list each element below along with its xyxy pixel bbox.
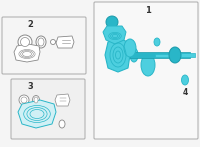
Ellipse shape bbox=[36, 36, 46, 48]
Ellipse shape bbox=[38, 38, 44, 46]
FancyBboxPatch shape bbox=[11, 79, 85, 139]
FancyBboxPatch shape bbox=[94, 2, 198, 139]
Ellipse shape bbox=[18, 35, 32, 49]
Polygon shape bbox=[105, 38, 130, 72]
Polygon shape bbox=[103, 26, 126, 44]
Text: 1: 1 bbox=[145, 5, 151, 15]
Polygon shape bbox=[18, 100, 56, 128]
Bar bbox=[130, 52, 190, 58]
Text: 2: 2 bbox=[27, 20, 33, 29]
Ellipse shape bbox=[19, 95, 29, 105]
Ellipse shape bbox=[182, 75, 188, 85]
Ellipse shape bbox=[32, 96, 40, 105]
Ellipse shape bbox=[21, 97, 27, 103]
Polygon shape bbox=[14, 44, 40, 62]
Ellipse shape bbox=[124, 39, 136, 57]
Ellipse shape bbox=[21, 37, 30, 46]
Polygon shape bbox=[56, 36, 74, 48]
Ellipse shape bbox=[169, 47, 181, 63]
FancyBboxPatch shape bbox=[2, 17, 86, 74]
Ellipse shape bbox=[106, 16, 118, 28]
Polygon shape bbox=[55, 94, 70, 106]
Ellipse shape bbox=[34, 97, 38, 103]
Bar bbox=[155, 54, 190, 56]
Text: 3: 3 bbox=[27, 81, 33, 91]
Ellipse shape bbox=[154, 38, 160, 46]
Ellipse shape bbox=[50, 40, 56, 45]
Ellipse shape bbox=[59, 120, 65, 128]
Text: 4: 4 bbox=[182, 87, 188, 96]
Ellipse shape bbox=[130, 48, 138, 62]
Ellipse shape bbox=[141, 54, 155, 76]
Bar bbox=[181, 53, 195, 57]
